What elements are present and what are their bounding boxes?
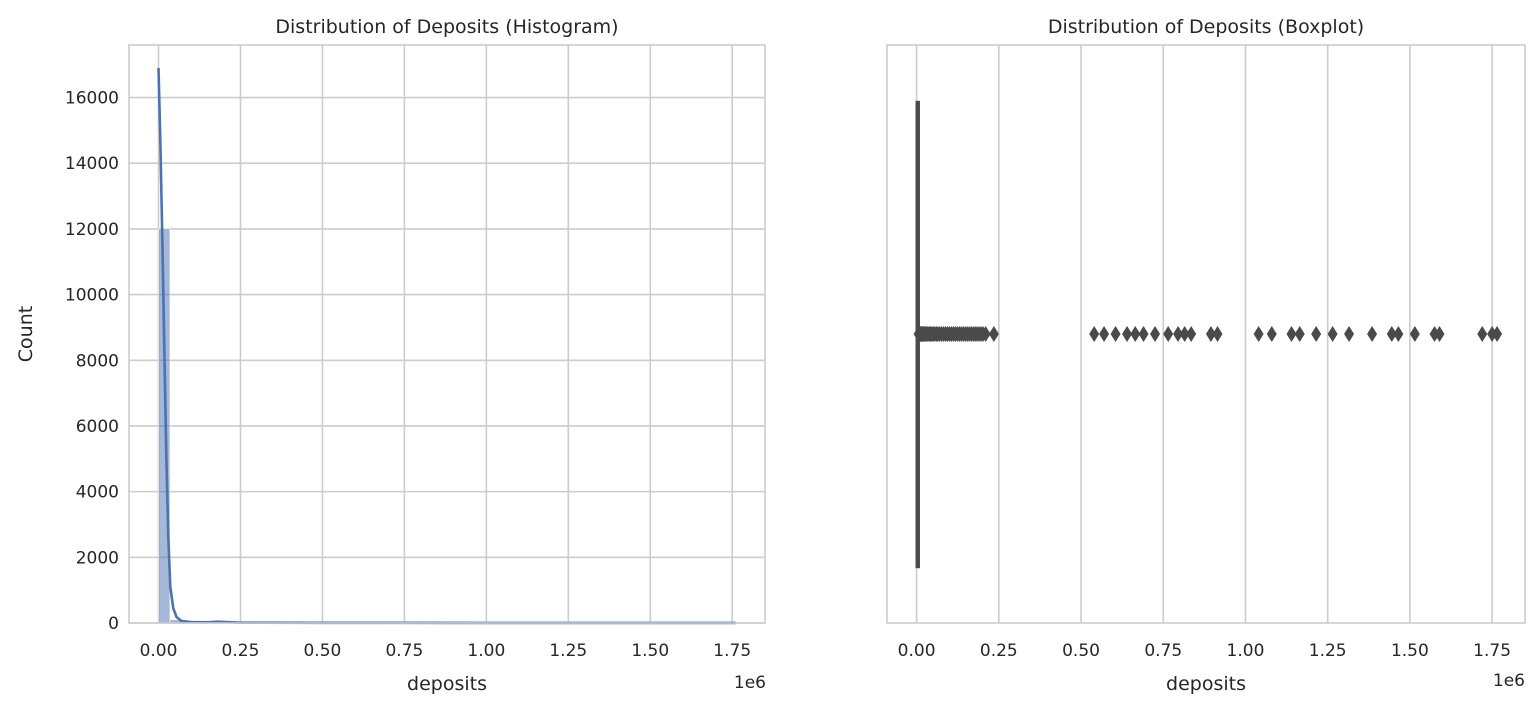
histogram-x-tick-label: 0.25 bbox=[222, 641, 260, 661]
histogram-x-tick-label: 0.50 bbox=[303, 641, 341, 661]
boxplot-outlier bbox=[1130, 326, 1141, 342]
boxplot-outlier bbox=[1311, 326, 1322, 342]
boxplot-x-tick-label: 1.00 bbox=[1227, 641, 1265, 661]
histogram-y-axis-label: Count bbox=[15, 306, 37, 362]
boxplot-outlier bbox=[1286, 326, 1297, 342]
histogram-ticks: 0.00 0.25 0.50 0.75 1.00 1.25 1.50 1.75 0 2000 400… bbox=[65, 89, 751, 661]
boxplot-outlier bbox=[1393, 326, 1404, 342]
boxplot-outlier bbox=[1173, 326, 1184, 342]
histogram-title: Distribution of Deposits (Histogram) bbox=[275, 16, 618, 38]
boxplot-ticks: 0.00 0.25 0.50 0.75 1.00 1.25 1.50 1.75 bbox=[898, 641, 1511, 661]
histogram-y-tick-label: 4000 bbox=[76, 483, 119, 503]
histogram-x-tick-label: 1.75 bbox=[713, 641, 751, 661]
boxplot-outlier bbox=[1386, 326, 1397, 342]
boxplot-x-tick-label: 1.50 bbox=[1391, 641, 1429, 661]
boxplot-outlier bbox=[1212, 326, 1223, 342]
boxplot-outlier bbox=[1409, 326, 1420, 342]
boxplot-outlier bbox=[1477, 326, 1488, 342]
boxplot-outlier bbox=[1253, 326, 1264, 342]
boxplot-outlier bbox=[980, 326, 991, 342]
boxplot-x-tick-label: 1.75 bbox=[1473, 641, 1511, 661]
boxplot-x-tick-label: 0.75 bbox=[1144, 641, 1182, 661]
histogram-y-tick-label: 2000 bbox=[76, 548, 119, 568]
histogram-y-tick-label: 0 bbox=[108, 614, 119, 634]
histogram-x-tick-label: 0.75 bbox=[385, 641, 423, 661]
boxplot-x-offset-text: 1e6 bbox=[1493, 671, 1525, 691]
boxplot-outlier bbox=[1163, 326, 1174, 342]
boxplot-outlier bbox=[1099, 326, 1110, 342]
boxplot-outlier bbox=[1266, 326, 1277, 342]
boxplot-x-tick-label: 1.25 bbox=[1309, 641, 1347, 661]
boxplot-outlier bbox=[1110, 326, 1121, 342]
boxplot-outlier bbox=[1089, 326, 1100, 342]
boxplot-outlier bbox=[1492, 326, 1503, 342]
histogram-grid bbox=[129, 45, 765, 624]
boxplot-outlier bbox=[1138, 326, 1149, 342]
histogram-panel: 0.00 0.25 0.50 0.75 1.00 1.25 1.50 1.75 0 2000 400… bbox=[15, 16, 766, 695]
histogram-x-offset-text: 1e6 bbox=[734, 673, 766, 693]
boxplot-outlier bbox=[1327, 326, 1338, 342]
histogram-x-tick-label: 0.00 bbox=[140, 641, 178, 661]
histogram-y-tick-label: 8000 bbox=[76, 351, 119, 371]
boxplot-x-tick-label: 0.25 bbox=[980, 641, 1018, 661]
histogram-x-axis-label: deposits bbox=[407, 673, 487, 695]
boxplot-frame bbox=[886, 44, 1526, 624]
boxplot-outlier bbox=[1150, 326, 1161, 342]
boxplot-x-axis-label: deposits bbox=[1166, 673, 1246, 695]
histogram-y-tick-label: 14000 bbox=[65, 154, 119, 174]
boxplot-outlier bbox=[1294, 326, 1305, 342]
boxplot-title: Distribution of Deposits (Boxplot) bbox=[1048, 16, 1364, 38]
histogram-y-tick-label: 16000 bbox=[65, 89, 119, 109]
boxplot-x-tick-label: 0.00 bbox=[898, 641, 936, 661]
histogram-y-tick-label: 6000 bbox=[76, 417, 119, 437]
boxplot-outlier bbox=[1344, 326, 1355, 342]
histogram-frame bbox=[128, 44, 766, 624]
kde-line bbox=[157, 67, 736, 625]
boxplot-panel: 0.00 0.25 0.50 0.75 1.00 1.25 1.50 1.75 Distrib… bbox=[886, 16, 1526, 695]
boxplot-outlier bbox=[1205, 326, 1216, 342]
boxplot-outlier bbox=[1367, 326, 1378, 342]
histogram-y-tick-label: 10000 bbox=[65, 286, 119, 306]
boxplot-outlier bbox=[988, 326, 999, 342]
histogram-x-tick-label: 1.50 bbox=[631, 641, 669, 661]
boxplot-outlier bbox=[1186, 326, 1197, 342]
boxplot-x-tick-label: 0.50 bbox=[1062, 641, 1100, 661]
histogram-y-tick-label: 12000 bbox=[65, 220, 119, 240]
boxplot-outliers bbox=[913, 326, 1503, 342]
boxplot-outlier bbox=[1179, 326, 1190, 342]
boxplot-grid bbox=[915, 45, 1493, 623]
histogram-x-tick-label: 1.00 bbox=[467, 641, 505, 661]
boxplot-outlier bbox=[1122, 326, 1133, 342]
histogram-x-tick-label: 1.25 bbox=[549, 641, 587, 661]
boxplot-outlier bbox=[1434, 326, 1445, 342]
